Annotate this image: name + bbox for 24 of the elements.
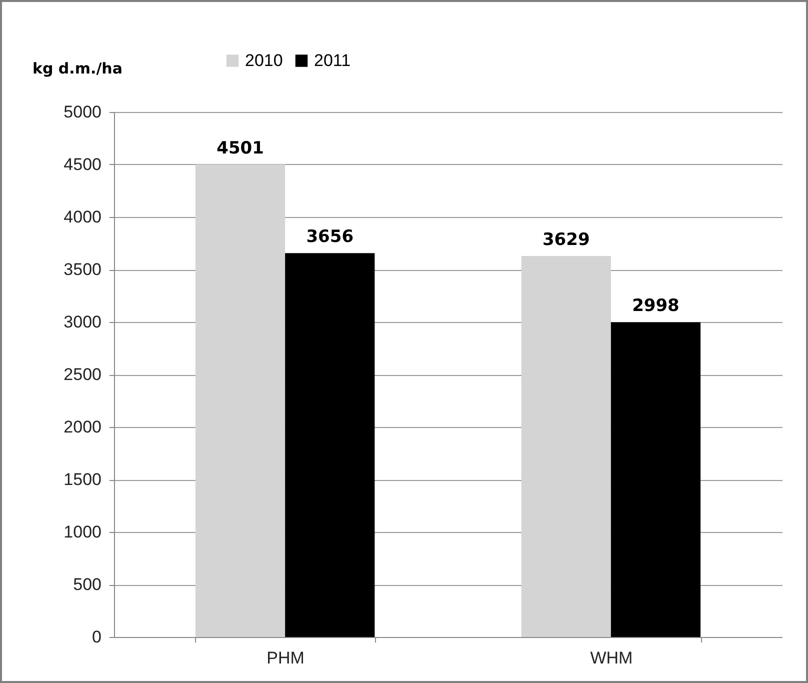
legend-label: 2010 — [245, 50, 283, 70]
bar — [521, 256, 611, 637]
bar — [610, 322, 701, 637]
legend-label: 2011 — [314, 50, 351, 70]
data-label: 4501 — [216, 138, 264, 158]
x-tick-label: PHM — [266, 648, 304, 668]
y-tick-label: 3000 — [64, 312, 102, 332]
y-tick-label: 2500 — [64, 365, 102, 384]
y-tick-label: 5000 — [64, 102, 102, 122]
y-axis-title: kg d.m./ha — [32, 60, 122, 78]
y-tick-label: 4000 — [64, 208, 102, 226]
y-tick-label: 1500 — [64, 470, 102, 489]
y-tick-label: 0 — [92, 628, 102, 646]
y-tick-label: 3500 — [64, 260, 102, 279]
data-label: 3629 — [542, 230, 590, 250]
y-tick-label: 500 — [73, 575, 102, 594]
y-tick-label: 1000 — [64, 522, 102, 542]
bar — [195, 164, 286, 637]
x-tick-label: WHM — [590, 648, 633, 668]
y-tick-label: 4500 — [64, 155, 102, 174]
data-label: 3656 — [306, 227, 354, 248]
bar — [285, 253, 375, 637]
data-label: 2998 — [632, 296, 680, 316]
y-tick-label: 2000 — [64, 418, 102, 436]
